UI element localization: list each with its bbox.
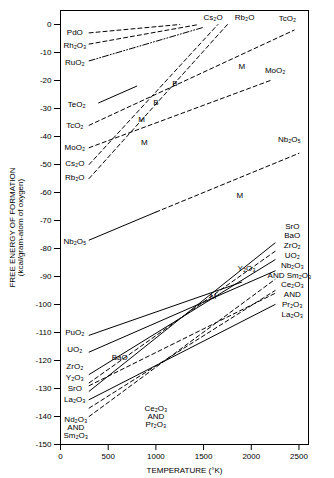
svg-text:Cs₂O: Cs₂O	[204, 13, 223, 22]
svg-text:Y₂O₃: Y₂O₃	[238, 264, 256, 273]
svg-text:-130: -130	[35, 384, 52, 393]
svg-text:UO₂: UO₂	[67, 345, 82, 354]
svg-text:-110: -110	[36, 328, 52, 337]
svg-text:Pr₂O₃: Pr₂O₃	[282, 300, 303, 309]
svg-text:Rb₂O: Rb₂O	[65, 173, 85, 182]
svg-text:MoO₂: MoO₂	[65, 143, 85, 152]
svg-text:-10: -10	[40, 48, 52, 57]
svg-text:-60: -60	[40, 188, 52, 197]
svg-text:B: B	[172, 79, 177, 88]
svg-text:1000: 1000	[147, 452, 165, 461]
svg-text:TcO₂: TcO₂	[279, 14, 296, 23]
svg-text:M: M	[236, 191, 243, 200]
svg-text:Ce₂O₃: Ce₂O₃	[281, 280, 304, 289]
svg-text:MoO₂: MoO₂	[265, 66, 285, 75]
svg-text:2500: 2500	[290, 452, 308, 461]
svg-text:M: M	[238, 62, 245, 71]
svg-text:-20: -20	[40, 76, 52, 85]
svg-text:0: 0	[47, 20, 52, 29]
svg-text:RuO₂: RuO₂	[65, 58, 85, 67]
svg-text:-70: -70	[40, 216, 52, 225]
svg-text:Rb₂O: Rb₂O	[235, 13, 255, 22]
svg-text:TeO₂: TeO₂	[68, 100, 86, 109]
svg-text:Nb₂O₅: Nb₂O₅	[63, 237, 86, 246]
svg-text:SrO: SrO	[68, 384, 82, 393]
svg-text:-90: -90	[40, 272, 52, 281]
svg-text:-150: -150	[35, 440, 52, 449]
svg-text:-100: -100	[35, 300, 52, 309]
svg-text:Cs₂O: Cs₂O	[65, 159, 84, 168]
svg-text:0: 0	[58, 452, 63, 461]
svg-text:PuO₂: PuO₂	[65, 328, 84, 337]
svg-text:AND: AND	[284, 290, 301, 299]
svg-text:PdO: PdO	[67, 28, 83, 37]
svg-text:SrO: SrO	[285, 222, 299, 231]
svg-text:M: M	[138, 115, 145, 124]
svg-text:UO₂: UO₂	[285, 251, 300, 260]
svg-text:B: B	[153, 98, 158, 107]
svg-text:-120: -120	[35, 356, 52, 365]
svg-text:Nb₂O₃: Nb₂O₃	[281, 261, 304, 270]
svg-text:TEMPERATURE (°K): TEMPERATURE (°K)	[147, 466, 223, 475]
svg-text:2000: 2000	[242, 452, 260, 461]
svg-text:TcO₂: TcO₂	[66, 121, 83, 130]
svg-text:-40: -40	[40, 132, 52, 141]
svg-text:AND Sm₂O₃: AND Sm₂O₃	[268, 271, 312, 280]
svg-text:500: 500	[102, 452, 116, 461]
svg-text:-30: -30	[40, 104, 52, 113]
svg-text:ZrO₂: ZrO₂	[284, 241, 301, 250]
svg-text:-80: -80	[40, 244, 52, 253]
svg-text:La₂O₃: La₂O₃	[282, 310, 303, 319]
svg-text:-50: -50	[40, 160, 52, 169]
svg-text:-140: -140	[35, 412, 52, 421]
svg-text:BaO: BaO	[112, 353, 128, 362]
svg-text:ZrO₂: ZrO₂	[66, 362, 83, 371]
svg-text:M: M	[210, 292, 217, 301]
svg-text:M: M	[141, 138, 148, 147]
svg-text:Y₂O₃: Y₂O₃	[66, 373, 84, 382]
svg-text:Nb₂O₅: Nb₂O₅	[278, 135, 301, 144]
svg-text:1500: 1500	[195, 452, 213, 461]
svg-text:Rh₂O₃: Rh₂O₃	[63, 41, 86, 50]
svg-text:La₂O₃: La₂O₃	[64, 395, 85, 404]
svg-text:BaO: BaO	[284, 231, 300, 240]
svg-text:Nd₂O₃ANDSm₂O₃: Nd₂O₃ANDSm₂O₃	[63, 415, 88, 440]
svg-text:Ce₂O₃ANDPr₂O₃: Ce₂O₃ANDPr₂O₃	[144, 404, 167, 429]
svg-text:FREE ENERGY OF FORMATION(kcal/: FREE ENERGY OF FORMATION(kcal/gram-atom …	[8, 167, 25, 287]
